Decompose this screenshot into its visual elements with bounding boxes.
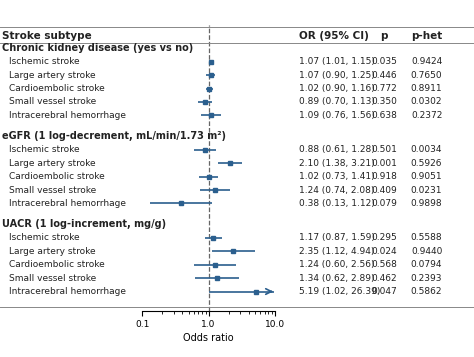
Text: p: p xyxy=(380,31,388,41)
Text: Cardioembolic stroke: Cardioembolic stroke xyxy=(9,260,104,269)
Text: 0.918: 0.918 xyxy=(371,172,397,181)
Text: 0.638: 0.638 xyxy=(371,111,397,120)
Text: Large artery stroke: Large artery stroke xyxy=(9,71,95,80)
Text: Small vessel stroke: Small vessel stroke xyxy=(9,97,96,106)
Text: 0.5862: 0.5862 xyxy=(411,287,442,296)
Text: 0.024: 0.024 xyxy=(371,247,397,256)
Text: 1.09 (0.76, 1.56): 1.09 (0.76, 1.56) xyxy=(299,111,374,120)
Text: 0.0794: 0.0794 xyxy=(411,260,442,269)
Text: 0.295: 0.295 xyxy=(371,233,397,242)
Text: 0.88 (0.61, 1.28): 0.88 (0.61, 1.28) xyxy=(299,145,374,154)
Text: Ischemic stroke: Ischemic stroke xyxy=(9,233,79,242)
Text: Small vessel stroke: Small vessel stroke xyxy=(9,273,96,282)
Text: 0.9898: 0.9898 xyxy=(411,199,442,208)
Text: Intracerebral hemorrhage: Intracerebral hemorrhage xyxy=(9,287,126,296)
Text: 0.501: 0.501 xyxy=(371,145,397,154)
Text: 1.24 (0.60, 2.56): 1.24 (0.60, 2.56) xyxy=(299,260,374,269)
Text: 0.5588: 0.5588 xyxy=(411,233,442,242)
Text: 0.079: 0.079 xyxy=(371,199,397,208)
X-axis label: Odds ratio: Odds ratio xyxy=(183,333,234,343)
Text: 0.5926: 0.5926 xyxy=(411,159,442,167)
Text: 0.9440: 0.9440 xyxy=(411,247,442,256)
Text: 0.89 (0.70, 1.13): 0.89 (0.70, 1.13) xyxy=(299,97,374,106)
Text: Large artery stroke: Large artery stroke xyxy=(9,159,95,167)
Text: 0.462: 0.462 xyxy=(371,273,397,282)
Text: 0.772: 0.772 xyxy=(371,84,397,93)
Text: Chronic kidney disease (yes vs no): Chronic kidney disease (yes vs no) xyxy=(2,43,193,53)
Text: 1.24 (0.74, 2.08): 1.24 (0.74, 2.08) xyxy=(299,186,374,195)
Text: 1.07 (0.90, 1.25): 1.07 (0.90, 1.25) xyxy=(299,71,374,80)
Text: 1.07 (1.01, 1.15): 1.07 (1.01, 1.15) xyxy=(299,57,374,66)
Text: 1.02 (0.73, 1.41): 1.02 (0.73, 1.41) xyxy=(299,172,374,181)
Text: Intracerebral hemorrhage: Intracerebral hemorrhage xyxy=(9,199,126,208)
Text: UACR (1 log-increment, mg/g): UACR (1 log-increment, mg/g) xyxy=(2,219,166,229)
Text: 0.2372: 0.2372 xyxy=(411,111,442,120)
Text: 0.38 (0.13, 1.12): 0.38 (0.13, 1.12) xyxy=(299,199,374,208)
Text: 1.34 (0.62, 2.89): 1.34 (0.62, 2.89) xyxy=(299,273,374,282)
Text: 0.446: 0.446 xyxy=(371,71,397,80)
Text: eGFR (1 log-decrement, mL/min/1.73 m²): eGFR (1 log-decrement, mL/min/1.73 m²) xyxy=(2,131,227,141)
Text: Large artery stroke: Large artery stroke xyxy=(9,247,95,256)
Text: 0.0034: 0.0034 xyxy=(411,145,442,154)
Text: 5.19 (1.02, 26.39): 5.19 (1.02, 26.39) xyxy=(299,287,380,296)
Text: 0.9424: 0.9424 xyxy=(411,57,442,66)
Text: 1.02 (0.90, 1.16): 1.02 (0.90, 1.16) xyxy=(299,84,374,93)
Text: 0.350: 0.350 xyxy=(371,97,397,106)
Text: Cardioembolic stroke: Cardioembolic stroke xyxy=(9,84,104,93)
Text: 0.568: 0.568 xyxy=(371,260,397,269)
Text: 0.035: 0.035 xyxy=(371,57,397,66)
Text: 0.9051: 0.9051 xyxy=(411,172,442,181)
Text: 0.2393: 0.2393 xyxy=(411,273,442,282)
Text: Ischemic stroke: Ischemic stroke xyxy=(9,145,79,154)
Text: Small vessel stroke: Small vessel stroke xyxy=(9,186,96,195)
Text: Cardioembolic stroke: Cardioembolic stroke xyxy=(9,172,104,181)
Text: 0.047: 0.047 xyxy=(371,287,397,296)
Text: Stroke subtype: Stroke subtype xyxy=(2,31,92,41)
Text: 0.8911: 0.8911 xyxy=(411,84,442,93)
Text: p-het: p-het xyxy=(411,31,442,41)
Text: Intracerebral hemorrhage: Intracerebral hemorrhage xyxy=(9,111,126,120)
Text: 1.17 (0.87, 1.59): 1.17 (0.87, 1.59) xyxy=(299,233,374,242)
Text: Ischemic stroke: Ischemic stroke xyxy=(9,57,79,66)
Text: OR (95% CI): OR (95% CI) xyxy=(299,31,368,41)
Text: 0.7650: 0.7650 xyxy=(411,71,442,80)
Text: 2.35 (1.12, 4.94): 2.35 (1.12, 4.94) xyxy=(299,247,374,256)
Text: 0.001: 0.001 xyxy=(371,159,397,167)
Text: 2.10 (1.38, 3.21): 2.10 (1.38, 3.21) xyxy=(299,159,374,167)
Text: 0.409: 0.409 xyxy=(371,186,397,195)
Text: 0.0302: 0.0302 xyxy=(411,97,442,106)
Text: 0.0231: 0.0231 xyxy=(411,186,442,195)
